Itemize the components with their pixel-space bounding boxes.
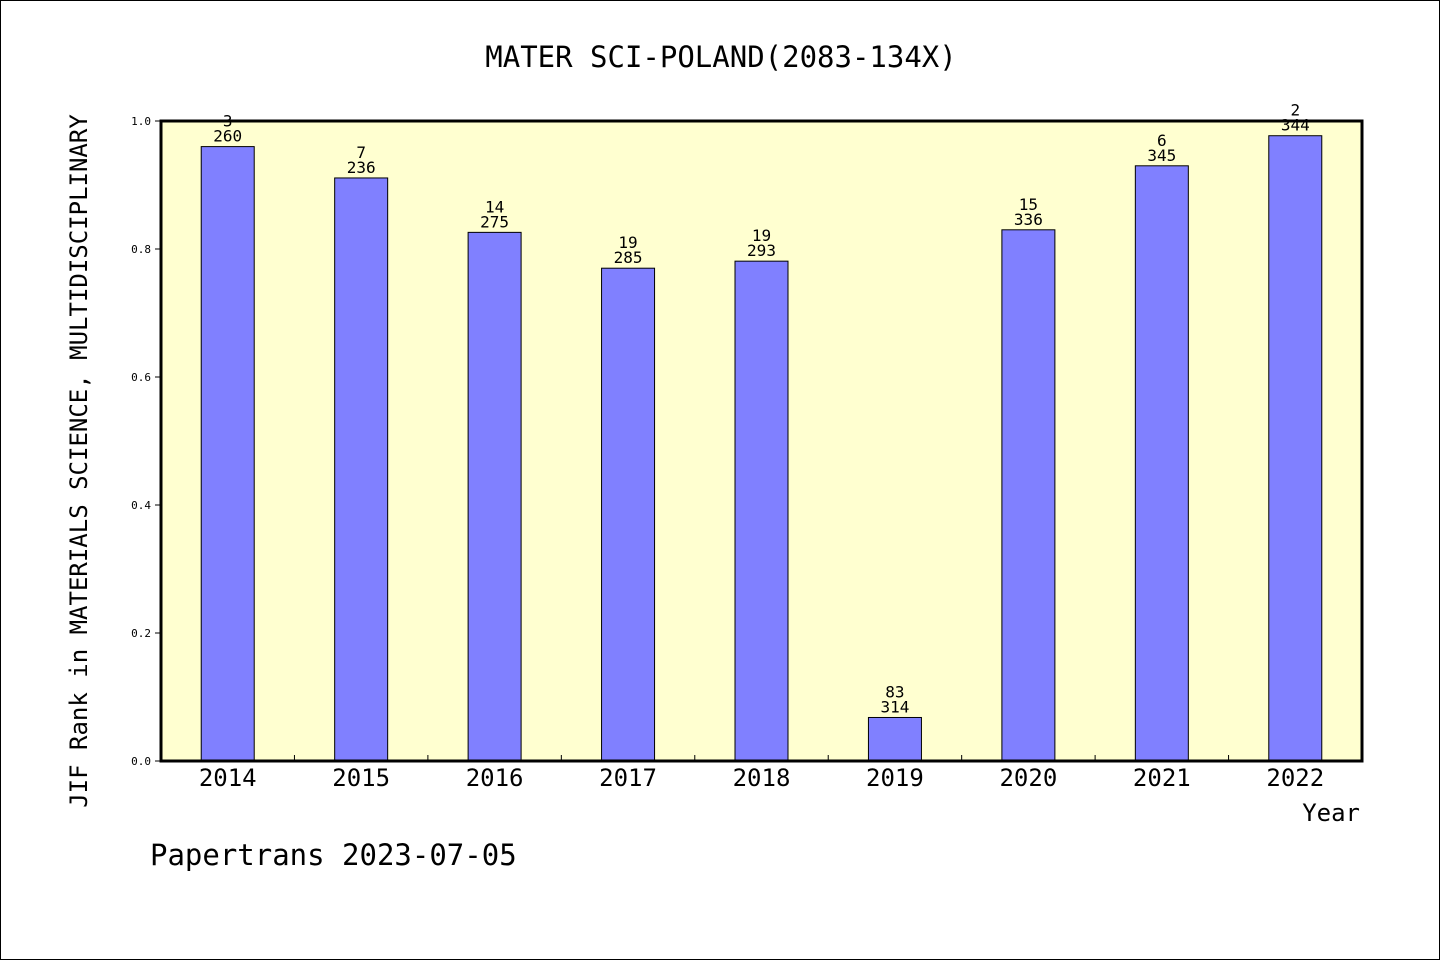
x-tick-label-2022: 2022 [1266,764,1324,792]
y-tick-label: 0.0 [131,755,151,768]
bar-2014 [200,146,255,762]
bar-2015 [334,177,389,762]
footer-text: Papertrans 2023-07-05 [150,838,517,872]
y-tick-label: 0.8 [131,243,151,256]
y-tick-label: 0.6 [131,371,151,384]
bars-group [200,135,1323,762]
rank-label-2022: 2 [1290,101,1300,120]
x-tick-label-2020: 2020 [999,764,1057,792]
x-tick-label-2015: 2015 [332,764,390,792]
x-axis-label: Year [1302,799,1360,827]
x-tick-label-2016: 2016 [466,764,524,792]
total-label-2015: 236 [347,158,376,177]
rank-label-2018: 19 [752,226,771,245]
total-label-2016: 275 [480,212,509,231]
rank-label-2017: 19 [618,233,637,252]
rank-label-2015: 7 [356,143,366,162]
total-label-2017: 285 [614,248,643,267]
y-axis: 0.0 0.2 0.4 0.6 0.8 1.0 [131,115,161,768]
x-tick-label-2014: 2014 [199,764,257,792]
rank-label-2021: 6 [1157,131,1167,150]
x-tick-label-2018: 2018 [733,764,791,792]
total-label-2022: 344 [1281,116,1310,135]
bar-2019 [867,716,922,762]
x-tick-label-2021: 2021 [1133,764,1191,792]
total-label-2021: 345 [1147,146,1176,165]
rank-label-2020: 15 [1019,195,1038,214]
rank-label-2019: 83 [885,682,904,701]
y-tick-label: 1.0 [131,115,151,128]
y-axis-label: JIF Rank in MATERIALS SCIENCE, MULTIDISC… [65,114,93,808]
total-label-2019: 314 [880,697,909,716]
total-label-2014: 260 [213,127,242,146]
x-tick-label-2019: 2019 [866,764,924,792]
bar-2017 [601,267,656,762]
x-axis: 2014 2015 2016 2017 2018 2019 2020 2021 2022 [199,755,1324,792]
total-label-2018: 293 [747,241,776,260]
plot-border [159,119,1364,763]
rank-label-2016: 14 [485,197,504,216]
bar-2016 [467,231,522,762]
bar-2020 [1001,229,1056,762]
x-tick-label-2017: 2017 [599,764,657,792]
y-tick-label: 0.2 [131,627,151,640]
bar-2021 [1134,165,1189,762]
chart-title: MATER SCI-POLAND(2083-134X) [485,40,956,74]
y-tick-label: 0.4 [131,499,151,512]
total-label-2020: 336 [1014,210,1043,229]
bar-2022 [1268,135,1323,762]
bar-2018 [734,260,789,762]
